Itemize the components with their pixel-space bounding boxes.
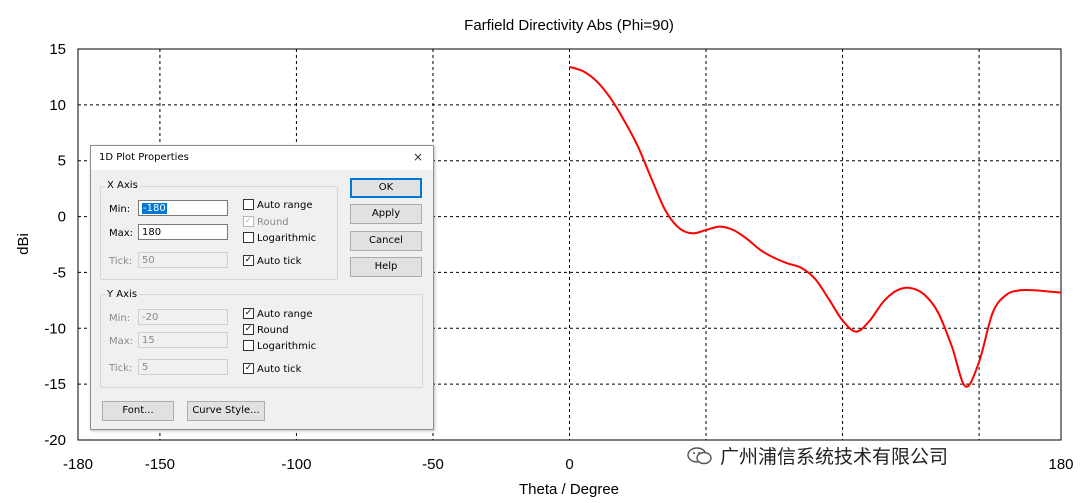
- y-logarithmic-label: Logarithmic: [257, 341, 317, 352]
- x-min-value: -180: [142, 203, 167, 214]
- y-tick-label: 5: [58, 153, 66, 170]
- x-logarithmic-label: Logarithmic: [257, 233, 317, 244]
- x-tick-label: -150: [145, 456, 175, 473]
- x-auto-range-checkbox[interactable]: Auto range: [243, 198, 313, 213]
- dialog-titlebar[interactable]: 1D Plot Properties ×: [91, 146, 433, 170]
- y-min-label: Min:: [109, 313, 131, 324]
- y-max-input[interactable]: 15: [138, 332, 228, 348]
- x-tick-input[interactable]: 50: [138, 252, 228, 268]
- y-tick-label: -15: [44, 376, 66, 393]
- y-round-box: ✓: [243, 323, 254, 335]
- x-auto-tick-label: Auto tick: [257, 256, 302, 267]
- close-icon[interactable]: ×: [412, 150, 423, 164]
- x-tick-labels: -180 -150 -100 -50 0 180: [63, 456, 1074, 473]
- y-auto-tick-label: Auto tick: [257, 364, 302, 375]
- y-tick-label: -20: [44, 432, 66, 449]
- x-logarithmic-checkbox[interactable]: Logarithmic: [243, 231, 317, 246]
- x-axis-group: [100, 186, 338, 280]
- y-tick-label: 15: [49, 41, 66, 58]
- x-tick-label: Tick:: [109, 256, 133, 267]
- x-round-checkbox[interactable]: ✓ Round: [243, 215, 289, 230]
- y-auto-range-checkbox[interactable]: ✓ Auto range: [243, 307, 313, 322]
- font-button[interactable]: Font...: [102, 401, 174, 421]
- x-logarithmic-box: [243, 231, 254, 243]
- x-tick-label: -100: [281, 456, 311, 473]
- y-auto-range-label: Auto range: [257, 309, 313, 320]
- y-logarithmic-checkbox[interactable]: Logarithmic: [243, 339, 317, 354]
- plot-properties-dialog: 1D Plot Properties × X Axis Min: -180 Ma…: [90, 145, 434, 430]
- y-tick-label: -10: [44, 320, 66, 337]
- y-tick-label: 10: [49, 97, 66, 114]
- x-tick-label: 0: [565, 456, 573, 473]
- y-auto-tick-checkbox[interactable]: ✓ Auto tick: [243, 362, 302, 377]
- wechat-icon: [687, 446, 712, 464]
- y-tick-labels: -20 -15 -10 -5 0 5 10 15: [44, 41, 66, 449]
- x-auto-tick-checkbox[interactable]: ✓ Auto tick: [243, 254, 302, 269]
- chart-title: Farfield Directivity Abs (Phi=90): [464, 17, 674, 34]
- cancel-button[interactable]: Cancel: [350, 231, 422, 251]
- x-max-label: Max:: [109, 228, 134, 239]
- y-axis-group-label: Y Axis: [105, 289, 140, 300]
- y-axis-group: [100, 294, 423, 388]
- y-round-checkbox[interactable]: ✓ Round: [243, 323, 289, 338]
- watermark: 广州浦信系统技术有限公司: [684, 443, 951, 471]
- y-round-label: Round: [257, 325, 289, 336]
- watermark-text: 广州浦信系统技术有限公司: [720, 446, 949, 468]
- x-min-input[interactable]: -180: [138, 200, 228, 216]
- y-axis-label: dBi: [15, 233, 32, 255]
- x-round-box: ✓: [243, 215, 254, 227]
- y-tick-input[interactable]: 5: [138, 359, 228, 375]
- x-round-label: Round: [257, 217, 289, 228]
- apply-button[interactable]: Apply: [350, 204, 422, 224]
- ok-button[interactable]: OK: [350, 178, 422, 198]
- x-tick-label: 180: [1048, 456, 1073, 473]
- y-auto-range-box: ✓: [243, 307, 254, 319]
- y-tick-label: 0: [58, 209, 66, 226]
- x-axis-label: Theta / Degree: [519, 481, 619, 498]
- x-auto-range-label: Auto range: [257, 200, 313, 211]
- x-tick-label: -50: [422, 456, 444, 473]
- y-tick-label: Tick:: [109, 363, 133, 374]
- y-auto-tick-box: ✓: [243, 362, 254, 374]
- y-tick-label: -5: [53, 264, 66, 281]
- y-min-input[interactable]: -20: [138, 309, 228, 325]
- x-max-input[interactable]: 180: [138, 224, 228, 240]
- dialog-title: 1D Plot Properties: [99, 152, 189, 163]
- x-min-label: Min:: [109, 204, 131, 215]
- x-auto-tick-box: ✓: [243, 254, 254, 266]
- curve-style-button[interactable]: Curve Style...: [187, 401, 265, 421]
- x-tick-label: -180: [63, 456, 93, 473]
- x-auto-range-box: [243, 198, 254, 210]
- y-max-label: Max:: [109, 336, 134, 347]
- help-button[interactable]: Help: [350, 257, 422, 277]
- directivity-curve: [569, 65, 1062, 388]
- x-axis-group-label: X Axis: [105, 180, 140, 191]
- y-logarithmic-box: [243, 339, 254, 351]
